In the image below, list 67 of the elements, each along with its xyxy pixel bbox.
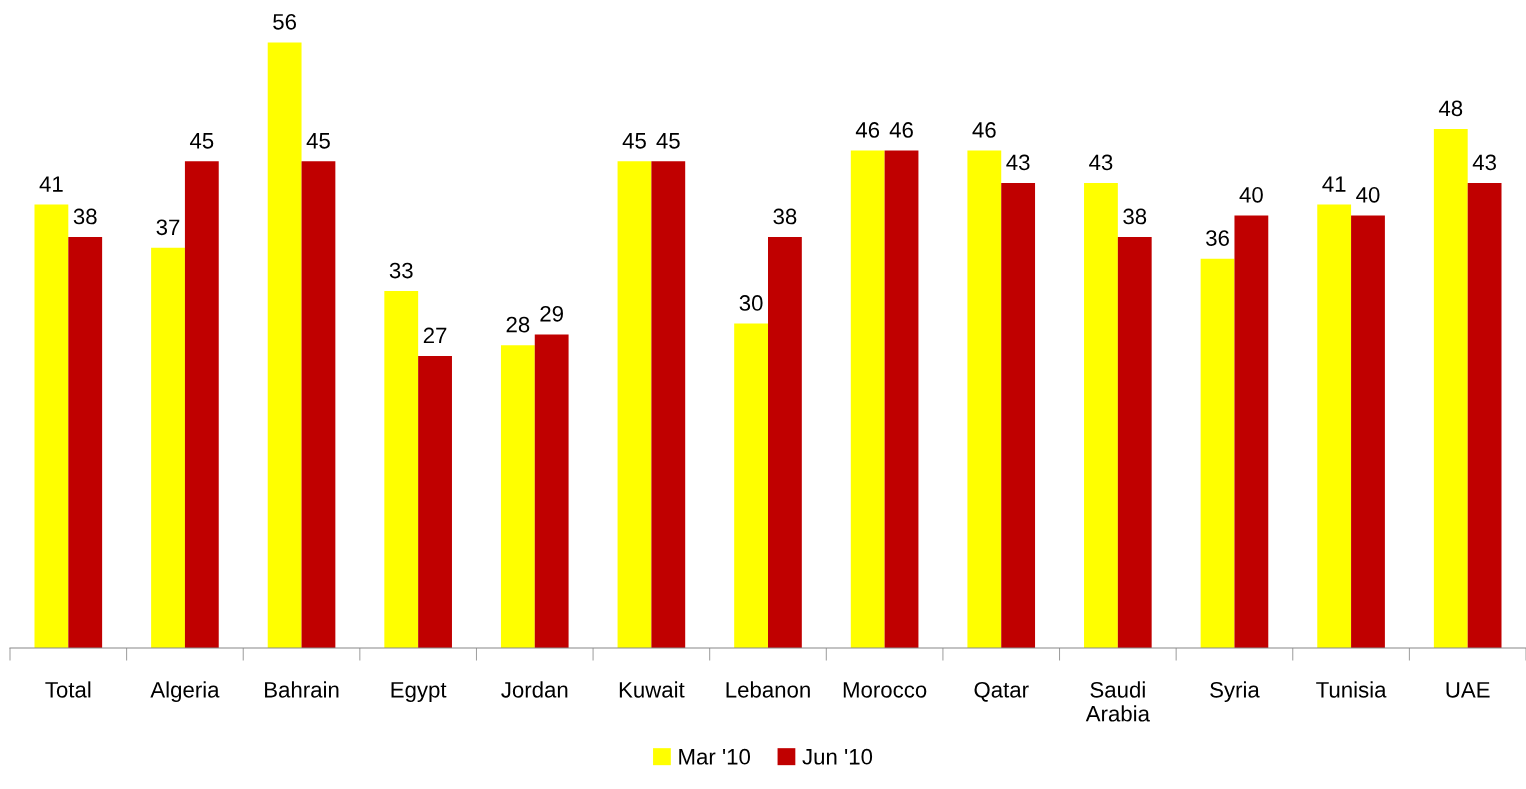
- x-tick-label: Jordan: [501, 681, 568, 698]
- x-tick-label: Morocco: [843, 682, 927, 698]
- bar: [500, 345, 535, 648]
- bar: [34, 204, 69, 648]
- data-label: 30: [739, 295, 763, 311]
- bar: [651, 161, 686, 648]
- bar: [884, 150, 919, 648]
- bar: [534, 334, 569, 648]
- bar: [301, 161, 336, 648]
- x-tick-label: Lebanon: [726, 681, 810, 698]
- x-tick-label: Bahrain: [265, 681, 339, 698]
- data-label: 36: [1206, 230, 1229, 246]
- bar: [1234, 215, 1269, 648]
- data-label: 45: [656, 133, 680, 149]
- bar: [1433, 128, 1468, 648]
- bar: [384, 291, 419, 648]
- legend-label: Jun '10: [802, 748, 873, 765]
- data-label: 38: [773, 208, 797, 225]
- data-label: 41: [39, 176, 63, 192]
- x-tick-label: Saudi Arabia: [1085, 681, 1150, 722]
- data-label: 46: [972, 122, 996, 138]
- data-label: 45: [189, 133, 214, 149]
- bar: [1467, 182, 1502, 648]
- data-label: 40: [1356, 186, 1380, 203]
- x-tick-label: Algeria: [150, 681, 220, 703]
- data-label: 43: [1089, 154, 1113, 171]
- data-label: 56: [273, 13, 297, 30]
- data-label: 43: [1472, 154, 1496, 171]
- x-tick-label: Kuwait: [619, 681, 685, 698]
- bar: [267, 42, 302, 648]
- data-label: 40: [1239, 186, 1263, 203]
- x-tick-label: Tunisia: [1316, 681, 1387, 698]
- data-label: 41: [1322, 176, 1346, 192]
- data-label: 38: [73, 208, 97, 225]
- bar: [184, 161, 219, 648]
- bar: [967, 150, 1002, 648]
- bar: [768, 237, 802, 648]
- bar: [151, 247, 185, 648]
- x-tick-label: Syria: [1210, 681, 1260, 703]
- data-label: 45: [306, 133, 330, 149]
- bar: [68, 237, 103, 648]
- bar: [850, 150, 885, 648]
- bar: [418, 356, 452, 648]
- data-label: 28: [506, 316, 530, 333]
- bar: [617, 161, 652, 648]
- bar: [734, 323, 768, 648]
- bar: [1084, 182, 1118, 648]
- data-label: 37: [156, 219, 180, 236]
- bar: [1317, 204, 1352, 648]
- data-label: 29: [540, 305, 563, 322]
- bar: [1351, 215, 1385, 648]
- x-tick-label: Qatar: [974, 681, 1029, 702]
- x-tick-label: UAE: [1446, 682, 1490, 698]
- data-label: 27: [423, 327, 447, 344]
- data-label: 38: [1123, 208, 1147, 225]
- bar: [1001, 182, 1036, 648]
- data-label: 46: [855, 122, 880, 138]
- data-label: 48: [1438, 100, 1463, 117]
- data-label: 46: [889, 122, 913, 138]
- bar: [1200, 258, 1235, 648]
- x-tick-label: Egypt: [391, 682, 447, 703]
- data-label: 45: [622, 133, 646, 149]
- x-tick-label: Total: [45, 681, 91, 698]
- data-label: 33: [389, 262, 413, 279]
- legend-label: Mar '10: [679, 748, 751, 765]
- data-label: 43: [1006, 154, 1030, 171]
- bar: [1117, 237, 1152, 648]
